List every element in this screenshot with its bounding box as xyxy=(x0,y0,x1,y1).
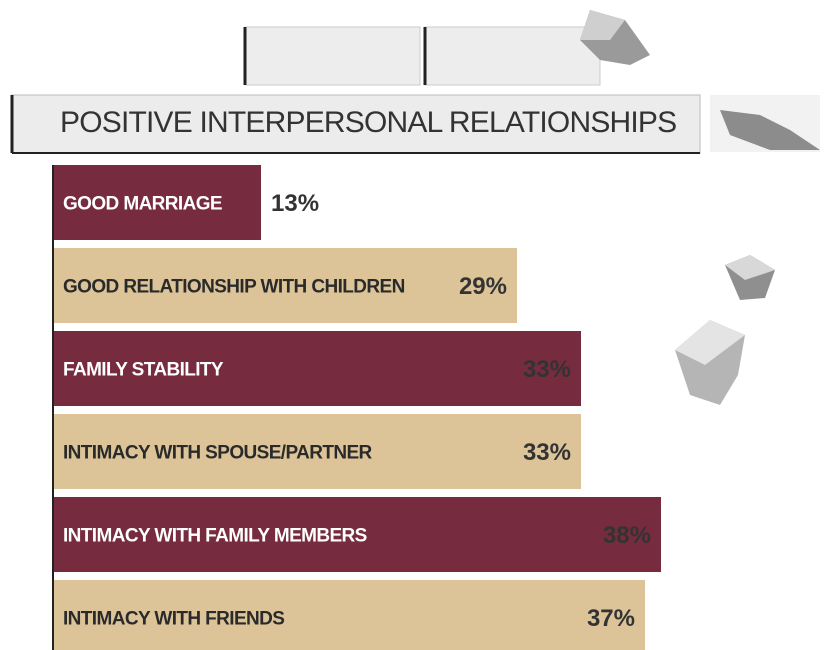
bar-label: GOOD RELATIONSHIP WITH CHILDREN xyxy=(63,277,405,298)
bar xyxy=(53,248,517,323)
rock xyxy=(675,320,745,365)
value-label: 13% xyxy=(271,190,319,217)
deco-box xyxy=(424,26,601,86)
rock xyxy=(720,110,820,150)
bar xyxy=(53,414,581,489)
rock xyxy=(725,255,775,280)
bar xyxy=(53,165,261,240)
bar xyxy=(53,580,645,650)
bar-label: INTIMACY WITH FAMILY MEMBERS xyxy=(63,526,367,547)
chart-title: POSITIVE INTERPERSONAL RELATIONSHIPS xyxy=(60,106,676,139)
bar-label: INTIMACY WITH FRIENDS xyxy=(63,609,284,630)
value-label: 33% xyxy=(523,439,571,466)
deco-box xyxy=(244,26,421,86)
value-label: 29% xyxy=(459,273,507,300)
bar-label: FAMILY STABILITY xyxy=(63,360,224,381)
value-label: 37% xyxy=(587,605,635,632)
bars: GOOD MARRIAGE 13% GOOD RELATIONSHIP WITH C… xyxy=(53,165,661,650)
bar-label: INTIMACY WITH SPOUSE/PARTNER xyxy=(63,443,373,464)
value-label: 33% xyxy=(523,356,571,383)
bar-label: GOOD MARRIAGE xyxy=(63,194,222,215)
rock xyxy=(580,10,625,40)
value-label: 38% xyxy=(603,522,651,549)
title-box xyxy=(11,94,701,154)
decor xyxy=(10,10,820,405)
bar xyxy=(53,497,661,572)
bar xyxy=(53,331,581,406)
